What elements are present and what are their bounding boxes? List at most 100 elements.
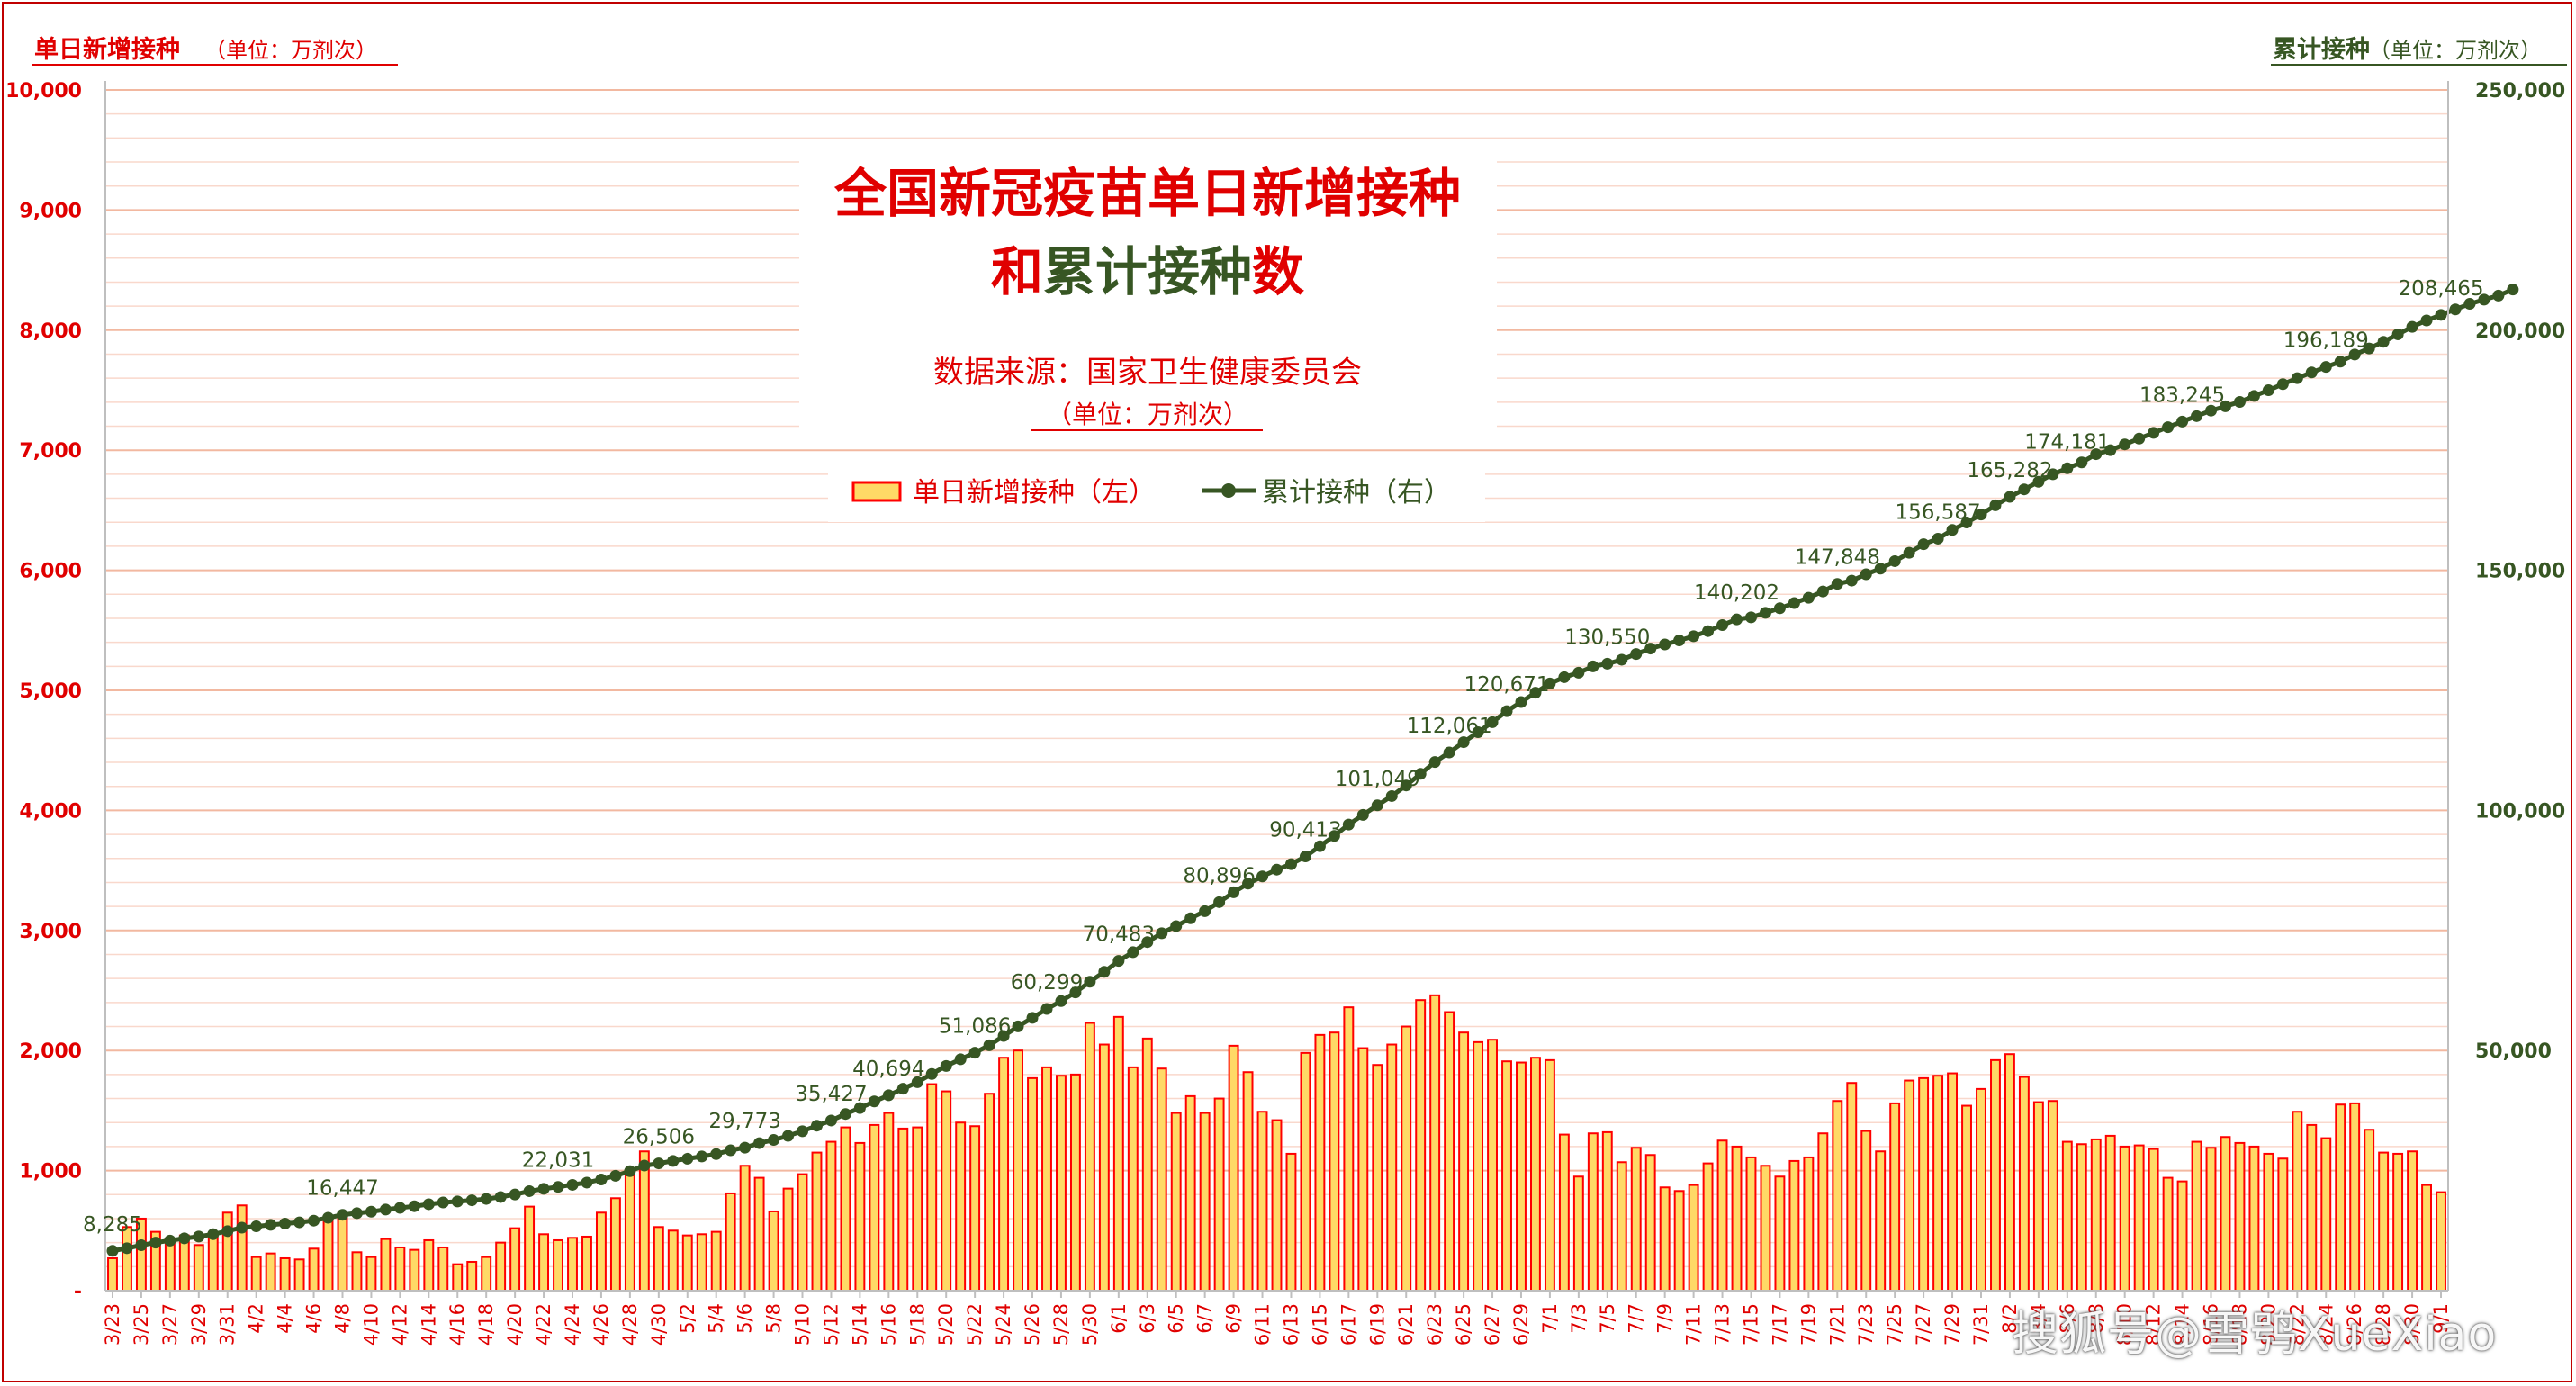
cumulative-marker (2305, 366, 2318, 379)
cumulative-marker (537, 1183, 550, 1195)
cumulative-marker (121, 1242, 133, 1255)
daily-bar (1112, 1015, 1124, 1292)
legend-line-label: 累计接种（右） (1262, 477, 1451, 508)
cumulative-marker (1055, 994, 1067, 1007)
right-tick-label: 50,000 (2475, 1040, 2552, 1063)
cumulative-data-label: 90,413 (1269, 819, 1341, 842)
cumulative-marker (782, 1130, 795, 1142)
cumulative-marker (1040, 1003, 1053, 1015)
daily-bar (2335, 1103, 2346, 1292)
cumulative-marker (1472, 726, 1484, 739)
daily-bar (1386, 1043, 1398, 1292)
daily-bar (1875, 1150, 1887, 1292)
cumulative-marker (164, 1234, 176, 1246)
daily-bar (1056, 1075, 1067, 1292)
daily-bar (2248, 1145, 2260, 1292)
x-tick-label: 7/13 (1712, 1303, 1734, 1346)
x-tick-label: 5/8 (763, 1303, 785, 1334)
daily-bar (221, 1211, 233, 1292)
daily-bar (538, 1233, 550, 1292)
x-tick-label: 5/28 (1050, 1303, 1072, 1346)
daily-bar (1069, 1073, 1081, 1292)
cumulative-marker (2478, 293, 2490, 306)
daily-bar (1285, 1152, 1297, 1292)
x-tick-label: 5/24 (993, 1303, 1014, 1346)
daily-bar (955, 1121, 967, 1292)
x-tick-label: 4/30 (648, 1303, 670, 1346)
x-tick-label: 3/27 (159, 1303, 181, 1346)
cumulative-marker (193, 1230, 205, 1243)
daily-bar (609, 1197, 621, 1292)
daily-bar (1659, 1186, 1671, 1292)
x-tick-label: 7/23 (1855, 1303, 1877, 1346)
cumulative-marker (1213, 896, 1226, 908)
daily-bar (452, 1263, 464, 1292)
cumulative-marker (1069, 986, 1082, 999)
cumulative-marker (1184, 912, 1197, 924)
cumulative-marker (997, 1030, 1010, 1042)
cumulative-marker (1026, 1012, 1039, 1024)
cumulative-marker (1788, 597, 1800, 609)
cumulative-marker (494, 1191, 507, 1203)
daily-bar (1788, 1159, 1800, 1292)
cumulative-marker (1888, 554, 1901, 567)
cumulative-marker (178, 1232, 191, 1245)
daily-bar (380, 1238, 392, 1292)
daily-bar (1170, 1112, 1182, 1292)
x-tick-label: 6/21 (1395, 1303, 1417, 1346)
cumulative-marker (1156, 927, 1168, 940)
daily-bar (2191, 1140, 2202, 1292)
cumulative-marker (1328, 830, 1340, 842)
x-tick-label: 8/20 (2257, 1303, 2279, 1346)
x-tick-label: 8/6 (2057, 1303, 2078, 1334)
daily-bar (1084, 1022, 1095, 1292)
legend-line-marker (1221, 483, 1236, 498)
cumulative-marker (2377, 336, 2390, 348)
cumulative-marker (1616, 653, 1628, 666)
cumulative-marker (768, 1134, 780, 1147)
x-tick-label: 4/6 (303, 1303, 325, 1334)
cumulative-marker (451, 1195, 464, 1208)
cumulative-data-label: 35,427 (795, 1083, 867, 1106)
cumulative-marker (638, 1159, 651, 1172)
x-tick-label: 8/4 (2028, 1303, 2049, 1334)
daily-bar (1731, 1145, 1743, 1292)
daily-bar (1444, 1011, 1455, 1292)
daily-bar (2306, 1123, 2318, 1292)
x-tick-label: 5/16 (878, 1303, 899, 1346)
x-tick-label: 4/4 (275, 1303, 296, 1334)
x-tick-label: 7/1 (1539, 1303, 1561, 1334)
x-tick-label: 7/9 (1654, 1303, 1676, 1334)
cumulative-marker (968, 1047, 981, 1059)
cumulative-marker (1313, 840, 1326, 852)
cumulative-marker (2061, 462, 2074, 474)
cumulative-marker (1773, 602, 1786, 615)
daily-bar (2436, 1191, 2446, 1292)
x-tick-label: 4/20 (504, 1303, 526, 1346)
x-tick-label: 3/31 (217, 1303, 239, 1346)
daily-bar (2421, 1184, 2432, 1292)
cumulative-marker (896, 1083, 909, 1095)
cumulative-marker (2176, 415, 2189, 428)
daily-bar (1889, 1102, 1901, 1292)
cumulative-marker (437, 1196, 449, 1209)
cumulative-marker (480, 1192, 492, 1205)
daily-bar (2104, 1134, 2116, 1292)
daily-bar (279, 1256, 291, 1292)
cumulative-marker (106, 1245, 119, 1257)
chart-title-line2: 和累计接种数 (991, 241, 1304, 302)
daily-bar (753, 1176, 765, 1292)
cumulative-marker (1299, 850, 1311, 863)
x-tick-label: 4/24 (562, 1303, 583, 1346)
cumulative-marker (2004, 490, 2016, 503)
x-tick-label: 6/19 (1366, 1303, 1388, 1346)
cumulative-data-label: 112,061 (1407, 715, 1492, 738)
daily-bar (1918, 1076, 1930, 1292)
title-part-2: 累计接种 (1043, 241, 1252, 302)
cumulative-data-label: 196,189 (2283, 329, 2369, 353)
x-tick-label: 8/10 (2114, 1303, 2136, 1346)
daily-bar (1141, 1037, 1153, 1292)
daily-bar (1904, 1079, 1915, 1292)
daily-bar (941, 1090, 952, 1292)
cumulative-data-label: 26,506 (623, 1126, 695, 1149)
